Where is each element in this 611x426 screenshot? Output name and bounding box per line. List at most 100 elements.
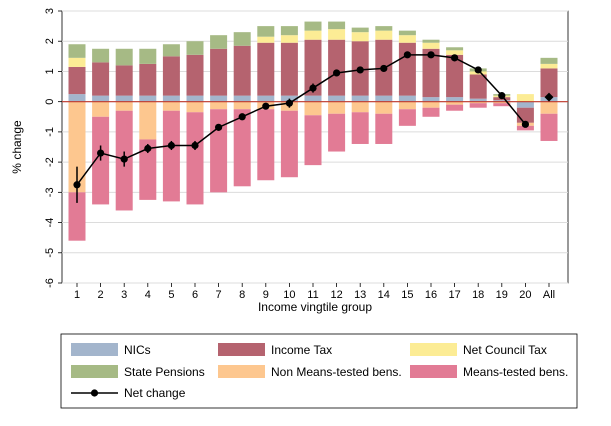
bar-segment (139, 139, 157, 200)
x-tick-label: 12 (330, 289, 342, 301)
net-change-point (215, 123, 223, 131)
bar-segment (540, 57, 558, 64)
net-change-point (380, 64, 388, 73)
bar-segment (186, 112, 204, 205)
net-change-point (238, 113, 246, 121)
bar-segment (304, 95, 322, 102)
net-change-point (191, 141, 199, 150)
x-tick-label: 3 (121, 289, 127, 301)
bar-segment (422, 48, 440, 98)
bar-segment (257, 109, 275, 181)
x-tick-label: 6 (192, 289, 198, 301)
bar-segment (398, 42, 416, 96)
x-tick-label: 8 (239, 289, 245, 301)
bar-segment (92, 62, 110, 96)
bar-segment (469, 101, 487, 104)
bar-segment (280, 35, 298, 43)
bar-segment (233, 101, 251, 110)
bar-segment (304, 115, 322, 166)
x-tick-label: 15 (401, 289, 413, 301)
bar-segment (162, 110, 180, 202)
bar-segment (540, 63, 558, 69)
bar-segment (257, 26, 275, 37)
bar-segment (328, 39, 346, 96)
legend-label: Means-tested bens. (463, 365, 568, 379)
bar-segment (233, 95, 251, 102)
y-tick-label: -3 (44, 187, 56, 197)
bar-segment (446, 97, 464, 102)
bar-segment (92, 48, 110, 63)
bar-segment (446, 47, 464, 51)
bar-segment (68, 101, 86, 193)
bar-segment (375, 26, 393, 31)
bar-segment (398, 35, 416, 43)
bar-segment (68, 66, 86, 95)
bar-segment (493, 103, 511, 107)
x-tick-label: 9 (263, 289, 269, 301)
bar-segment (92, 101, 110, 117)
legend-net-marker (90, 389, 99, 397)
net-change-point (474, 66, 482, 74)
legend-swatch (410, 365, 457, 378)
bar-segment (68, 94, 86, 102)
bar-segment (186, 41, 204, 55)
bar-segment (540, 113, 558, 141)
bar-segment (304, 30, 322, 40)
bar-segment (257, 36, 275, 43)
x-tick-label: 2 (98, 289, 104, 301)
y-tick-label: 2 (44, 38, 56, 44)
bar-segment (139, 48, 157, 64)
bar-segment (115, 65, 133, 96)
net-change-point (285, 99, 293, 107)
bar-segment (328, 21, 346, 30)
bar-segment (351, 32, 369, 42)
bar-segment (446, 101, 464, 105)
legend (60, 333, 578, 409)
bar-segment (186, 54, 204, 96)
bar-segment (398, 101, 416, 110)
legend-label: NICs (124, 343, 151, 357)
net-change-point (262, 102, 270, 110)
bar-segment (516, 101, 534, 108)
net-change-point (498, 92, 506, 100)
net-change-point (73, 181, 81, 189)
legend-swatch (71, 365, 118, 378)
net-change-point (120, 155, 128, 163)
bar-segment (233, 109, 251, 187)
x-tick-label: 20 (519, 289, 531, 301)
bar-segment (210, 101, 228, 110)
bar-segment (115, 95, 133, 102)
y-tick-label: -2 (44, 157, 56, 167)
legend-items: NICs Income Tax Net Council Tax State Pensi… (71, 343, 568, 400)
bar-segment (233, 45, 251, 96)
bar-segment (398, 95, 416, 102)
legend-swatch (410, 343, 457, 356)
bar-segment (493, 101, 511, 104)
bar-segment (328, 101, 346, 114)
y-axis-title: % change (10, 120, 24, 174)
x-axis-title: Income vingtile group (258, 300, 372, 314)
bar-segment (398, 109, 416, 126)
bar-segment (115, 48, 133, 66)
net-change-point (356, 66, 364, 74)
net-change-point (97, 149, 105, 157)
bar-segment (422, 107, 440, 117)
bar-segment (328, 113, 346, 152)
net-change-series (73, 51, 554, 203)
bar-segment (351, 101, 369, 113)
net-change-point (167, 141, 175, 150)
bar-segment (351, 27, 369, 33)
net-change-point (144, 144, 152, 153)
y-tick-label: -1 (44, 127, 56, 137)
bar-segment (186, 95, 204, 102)
net-change-point (451, 54, 459, 62)
bar-segment (351, 112, 369, 144)
bar-segment (257, 95, 275, 102)
bar-segment (233, 32, 251, 46)
bar-segment (139, 95, 157, 102)
bar-segment (328, 29, 346, 40)
bar-segment (162, 56, 180, 96)
net-change-point (403, 51, 411, 59)
y-tick-label: -6 (44, 278, 56, 288)
